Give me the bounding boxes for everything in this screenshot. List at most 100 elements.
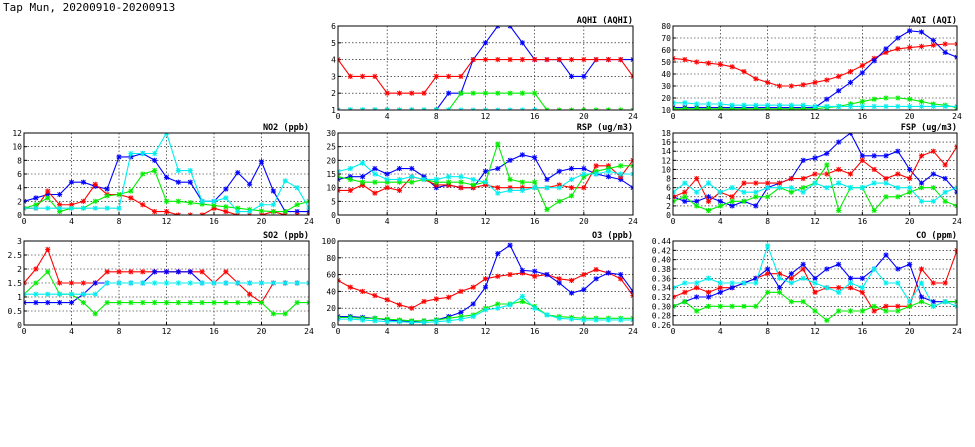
data-point: [788, 299, 794, 305]
data-point: [33, 195, 39, 201]
data-point: [741, 69, 747, 75]
data-point: [507, 242, 513, 248]
y-tick-label: 0.32: [652, 293, 671, 302]
y-tick-label: 20: [326, 304, 336, 313]
data-point: [175, 198, 181, 204]
data-point: [544, 111, 549, 116]
data-point: [372, 171, 378, 177]
data-point: [824, 266, 830, 272]
data-point: [694, 106, 700, 110]
data-point: [568, 316, 575, 322]
data-point: [859, 63, 865, 69]
data-point: [396, 90, 403, 96]
data-point: [705, 180, 712, 186]
data-point: [306, 300, 309, 306]
data-point: [812, 280, 818, 286]
data-point: [211, 280, 217, 286]
data-point: [556, 315, 562, 321]
data-point: [630, 57, 633, 63]
data-point: [116, 205, 122, 211]
data-point: [384, 185, 390, 191]
data-point: [421, 90, 427, 96]
data-point: [519, 293, 525, 300]
y-tick-label: 0.44: [652, 237, 671, 246]
data-point: [92, 181, 98, 187]
data-point: [895, 308, 901, 314]
data-point: [673, 294, 676, 300]
data-point: [729, 303, 735, 309]
data-point: [859, 308, 865, 314]
y-tick-label: 0: [331, 211, 336, 220]
data-point: [907, 303, 913, 309]
data-point: [223, 204, 229, 210]
data-point: [396, 187, 403, 193]
x-tick-label: 20: [257, 327, 267, 336]
data-point: [871, 308, 877, 314]
data-point: [836, 261, 842, 267]
y-tick-label: 2: [666, 202, 671, 211]
data-point: [630, 73, 633, 79]
x-tick-label: 0: [336, 327, 341, 336]
y-tick-label: 6: [17, 170, 22, 179]
data-point: [80, 179, 86, 185]
y-tick-label: 10: [12, 143, 22, 152]
data-point: [836, 103, 842, 109]
plot-frame: [337, 132, 634, 216]
chart-rsp: RSP (ug/m3) 0 4 8 12 16 20 24 0 5 10 15 20 25 30: [326, 123, 638, 226]
data-point: [92, 291, 98, 297]
data-point: [519, 187, 525, 193]
data-point: [859, 99, 865, 105]
data-point: [433, 107, 439, 110]
data-point: [824, 150, 830, 157]
data-point: [152, 300, 158, 306]
series-cyan: [24, 133, 309, 215]
data-point: [80, 300, 86, 306]
data-point: [199, 212, 205, 215]
y-tick-label: 60: [661, 46, 671, 55]
x-tick-label: 20: [905, 112, 915, 121]
data-point: [682, 299, 688, 305]
data-point: [68, 179, 75, 185]
data-point: [152, 269, 158, 275]
data-point: [507, 157, 513, 163]
y-tick-label: 6: [666, 184, 671, 193]
data-point: [883, 308, 889, 314]
data-point: [128, 195, 134, 201]
series-line: [338, 109, 537, 110]
data-point: [482, 40, 489, 46]
data-point: [446, 294, 452, 300]
x-tick-label: 12: [162, 327, 172, 336]
data-point: [741, 102, 747, 108]
data-point: [384, 297, 390, 303]
data-point: [80, 291, 86, 297]
data-point: [694, 285, 700, 291]
data-point: [729, 194, 735, 200]
data-point: [507, 187, 513, 193]
data-point: [482, 107, 489, 110]
data-point: [372, 107, 378, 110]
data-point: [930, 185, 936, 191]
y-tick-label: 100: [322, 237, 337, 246]
data-point: [507, 90, 513, 96]
data-point: [581, 317, 587, 323]
data-point: [470, 314, 476, 320]
data-point: [705, 303, 712, 309]
data-point: [824, 317, 830, 323]
data-point: [930, 42, 936, 48]
x-tick-label: 0: [336, 112, 341, 121]
data-point: [895, 35, 901, 41]
data-point: [175, 179, 181, 185]
data-point: [568, 165, 575, 172]
data-point: [729, 285, 735, 291]
data-point: [907, 103, 913, 109]
data-point: [544, 185, 550, 191]
y-tick-label: 14: [661, 147, 671, 156]
data-point: [682, 280, 688, 286]
data-point: [918, 280, 925, 286]
data-point: [918, 153, 925, 159]
data-point: [306, 198, 309, 204]
data-point: [753, 102, 759, 108]
data-point: [24, 300, 27, 306]
data-point: [630, 163, 633, 169]
